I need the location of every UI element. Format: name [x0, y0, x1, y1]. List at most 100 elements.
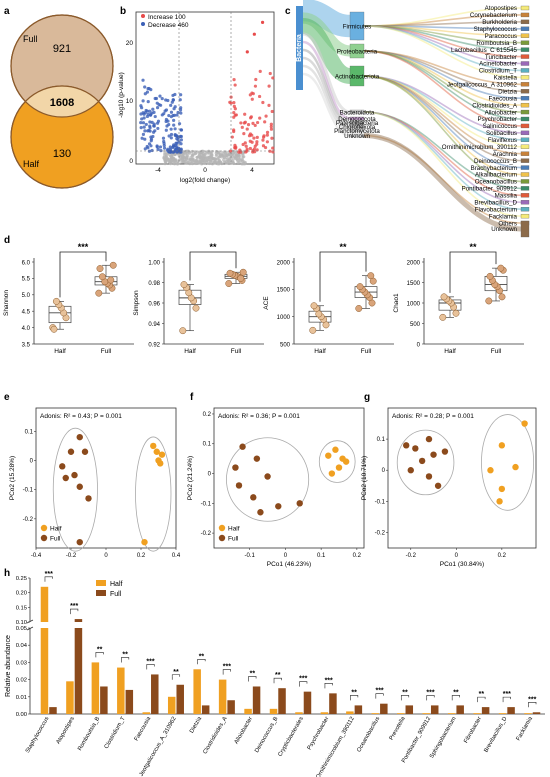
sankey-phylum-label: Bacteroidota	[340, 110, 375, 117]
bar-half	[244, 708, 252, 714]
bar-half	[91, 662, 100, 714]
bar-half	[167, 696, 176, 714]
volcano-point-increase	[265, 133, 269, 137]
bar-sig-bracket	[299, 681, 308, 684]
alpha-ytick-label: 2000	[407, 260, 421, 266]
alpha-ytick-label: 1000	[277, 315, 291, 321]
sankey-link	[363, 75, 522, 162]
sankey-link	[363, 133, 522, 232]
volcano-point-decrease	[178, 108, 183, 112]
sankey-genus-node	[520, 47, 530, 52]
sankey-genus-label: Arachnia	[493, 151, 518, 158]
volcano-point-increase	[265, 140, 269, 144]
bar-sig-label: ***	[426, 689, 434, 696]
volcano-point-increase	[238, 150, 243, 154]
alpha-ytick-label: 1000	[407, 301, 421, 307]
bar-half	[447, 713, 456, 714]
volcano-point-increase	[261, 100, 265, 105]
volcano-point-increase	[251, 121, 255, 125]
sankey-genus-label: Alkalibacterium	[475, 172, 517, 179]
bar-sig-label: **	[173, 669, 179, 676]
volcano-point-decrease	[167, 122, 171, 127]
bar-sig-label: ***	[503, 691, 511, 698]
alpha-ytick-label: 6.0	[22, 260, 31, 266]
sankey-genus-label: Flavobacterium	[475, 206, 517, 213]
volcano-point-increase	[267, 84, 271, 88]
sankey-link	[363, 75, 522, 155]
volcano-point-ns	[230, 154, 234, 158]
alpha-diversity-boxplots: 3.5 4.0 4.5 5.0 5.5 6.0 Shannon Half Full *** 0.92…	[3, 242, 524, 355]
volcano-point-increase	[271, 146, 275, 150]
sankey-genus-node	[520, 200, 530, 205]
volcano-point-decrease	[179, 138, 184, 142]
pcoa-ytick-label: -0.2	[201, 531, 212, 537]
bar-xtick-label: Deinococcus_B	[254, 716, 279, 754]
volcano-point-ns	[204, 150, 208, 154]
sankey-links	[301, 0, 522, 232]
volcano-point-increase	[255, 142, 259, 146]
alpha-sig-bracket	[189, 251, 237, 281]
sankey-genus-label: Atopostipes	[485, 5, 517, 12]
sankey-genus-label: Psychrobacter	[477, 116, 517, 123]
sankey-genus-label: Turicibacter	[485, 54, 517, 61]
volcano-point-ns	[164, 159, 168, 163]
bar-half	[269, 708, 278, 714]
sankey-link	[363, 25, 522, 65]
sankey-link	[363, 75, 522, 141]
volcano-point-increase	[239, 121, 243, 125]
volcano-point-ns	[236, 153, 240, 157]
bar-full	[329, 693, 337, 714]
volcano-point-decrease	[143, 129, 147, 133]
alpha-point-full	[98, 273, 106, 281]
pcoa-ytick-label: 0	[208, 472, 212, 478]
alpha-point-full	[109, 261, 117, 269]
volcano-point-ns	[196, 155, 200, 159]
alpha-ytick-label: 500	[280, 342, 291, 348]
sankey-genus-node	[520, 96, 530, 101]
pcoa-xtick-label: -0.2	[406, 553, 417, 559]
bar-half	[371, 713, 380, 714]
sankey-phylum-node	[349, 116, 365, 121]
pcoa-xtick-label: 0.2	[498, 553, 507, 559]
volcano-point-ns	[207, 156, 211, 160]
alpha-xtick-label: Full	[361, 348, 372, 355]
sankey-genus-label: Deinococcus_B	[474, 158, 517, 165]
bar-half	[397, 713, 405, 714]
alpha-xtick-label: Full	[101, 348, 112, 355]
bar-full	[430, 705, 439, 714]
volcano-point-ns	[181, 150, 185, 154]
bar-full	[303, 691, 312, 714]
volcano-point-ns	[237, 157, 241, 161]
volcano-point-ns	[190, 149, 194, 153]
bar-xtick-label: Staphylococcus	[25, 716, 51, 754]
pcoa-frame	[213, 407, 365, 549]
volcano-point-ns	[181, 155, 185, 159]
bar-half	[346, 711, 354, 714]
pcoa-point-half	[498, 485, 506, 493]
sankey-link	[363, 25, 522, 58]
volcano-xtick-3: 4	[250, 167, 254, 174]
bar-sig-label: ***	[45, 571, 53, 578]
bar-full	[74, 619, 83, 622]
pcoa-legend-half-dot	[40, 524, 48, 532]
volcano-point-decrease	[141, 132, 146, 136]
sankey-phylum-node	[349, 124, 365, 129]
alpha-panel-simpson: 0.92 0.94 0.96 0.98 1.00 Simpson Half Full **	[133, 242, 264, 355]
pcoa-ylabel: PCo2 (21.24%)	[187, 456, 194, 500]
alpha-point-half	[179, 327, 187, 335]
volcano-point-increase	[248, 146, 252, 151]
volcano-point-decrease	[177, 122, 182, 126]
sankey-genus-node	[520, 213, 530, 219]
bar-sig-bracket	[324, 683, 333, 686]
pcoa-ytick-label: 0	[382, 468, 386, 474]
bar-sig-bracket	[121, 657, 130, 660]
sankey-link	[363, 50, 522, 127]
bar-sig-bracket	[273, 677, 282, 681]
pcoa-point-full	[403, 442, 410, 449]
sankey-genus-node	[520, 158, 530, 163]
volcano-ytick-1: 0	[129, 158, 133, 165]
pcoa-point-full	[430, 451, 437, 458]
volcano-point-ns	[176, 160, 180, 164]
alpha-point-full	[96, 265, 104, 273]
pcoa-ellipse-full	[396, 429, 455, 496]
